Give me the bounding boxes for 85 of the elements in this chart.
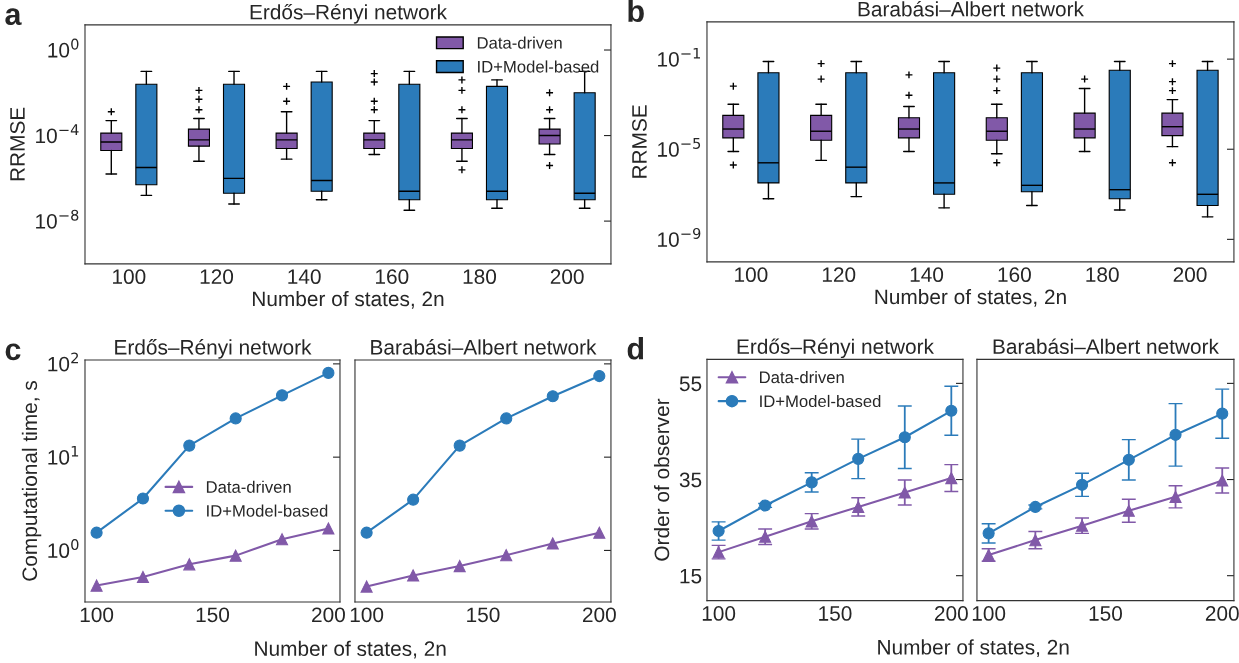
point [500,549,513,562]
x-axis-title: Number of states, 2n [255,640,446,659]
x-tick-label: 160 [376,269,409,285]
point [322,366,335,379]
point [500,412,513,425]
legend-label: ID+Model-based [478,60,599,73]
x-tick-label: 100 [80,607,114,623]
point [136,570,150,583]
x-tick-label: 100 [350,607,384,623]
chart-title: Barabási–Albert network [993,338,1219,354]
x-tick-label: 200 [1173,267,1207,283]
point [90,526,103,539]
y-tick-label: 15 [680,568,702,584]
point [1169,490,1182,503]
y-tick-label: 10$^{2}$ [48,352,78,372]
legend-label: Data-driven [477,36,562,49]
x-tick-label: 120 [200,269,234,285]
chart-title: Barabási–Albert network [371,339,597,355]
y-axis-title: Computational time, s [21,381,42,581]
legend-label: ID+Model-based [207,504,328,517]
x-tick-label: 140 [288,269,321,285]
point [546,390,559,403]
x-tick-label: 120 [822,267,856,283]
legend-label: Data-driven [760,371,844,384]
y-axis-title: Order of observer [653,398,670,561]
x-tick-label: 200 [934,606,968,621]
x-tick-label: 100 [972,606,1006,621]
x-tick-label: 100 [113,269,146,285]
x-tick-label: 150 [467,607,500,623]
point [183,439,196,452]
point [90,579,103,592]
text: b [628,0,644,23]
point [136,492,150,505]
x-tick-label: 160 [998,267,1031,283]
x-tick-label: 200 [1205,606,1239,621]
point [275,389,289,402]
y-tick-label: 10$^{−9}$ [658,227,701,247]
legend-label: Data-driven [206,480,291,493]
point [360,526,373,539]
x-tick-label: 200 [312,607,345,623]
point [453,559,466,573]
point [322,522,335,535]
chart-title: Erdős–Rényi network [737,338,934,359]
y-axis-title: RRMSE [632,105,647,178]
x-tick-label: 180 [1086,267,1119,283]
text: c [5,343,21,361]
point [229,549,242,562]
x-tick-label: 200 [582,607,616,623]
point [229,412,242,425]
y-tick-label: 10$^{−1}$ [658,47,701,67]
y-tick-label: 10$^{−4}$ [36,124,79,144]
x-tick-label: 150 [196,607,230,623]
y-tick-label: 10$^{0}$ [48,539,79,559]
legend-label: ID+Model-based [760,394,881,408]
point [453,439,466,452]
y-tick-label: 10$^{0}$ [48,38,79,58]
chart-title: Barabási–Albert network [858,0,1084,17]
point [593,369,606,383]
x-tick-label: 100 [735,267,768,283]
x-tick-label: 140 [910,267,944,283]
y-axis-title: RRMSE [10,107,25,181]
x-axis-title: Number of states, 2n [878,639,1069,658]
y-tick-label: 10$^{−5}$ [658,138,701,157]
point [593,526,606,539]
x-tick-label: 200 [550,269,584,285]
point [546,537,559,550]
y-tick-label: 35 [679,472,702,488]
chart-title: Erdős–Rényi network [115,339,312,359]
x-tick-label: 100 [702,606,736,621]
x-axis-title: Number of states, 2n [253,290,444,309]
point [407,493,420,506]
x-tick-label: 150 [1089,606,1122,621]
y-tick-label: 55 [679,376,702,392]
point [183,558,196,571]
x-axis-title: Number of states, 2n [875,288,1066,307]
text: d [627,337,644,360]
x-tick-label: 150 [819,606,852,621]
chart-title: Erdős–Rényi network [250,3,448,24]
point [407,569,420,582]
y-tick-label: 10$^{−8}$ [36,209,79,229]
point [360,580,373,593]
y-tick-label: 10$^{1}$ [48,445,79,465]
text: a [5,8,22,26]
x-tick-label: 180 [463,269,497,285]
point [275,533,289,546]
